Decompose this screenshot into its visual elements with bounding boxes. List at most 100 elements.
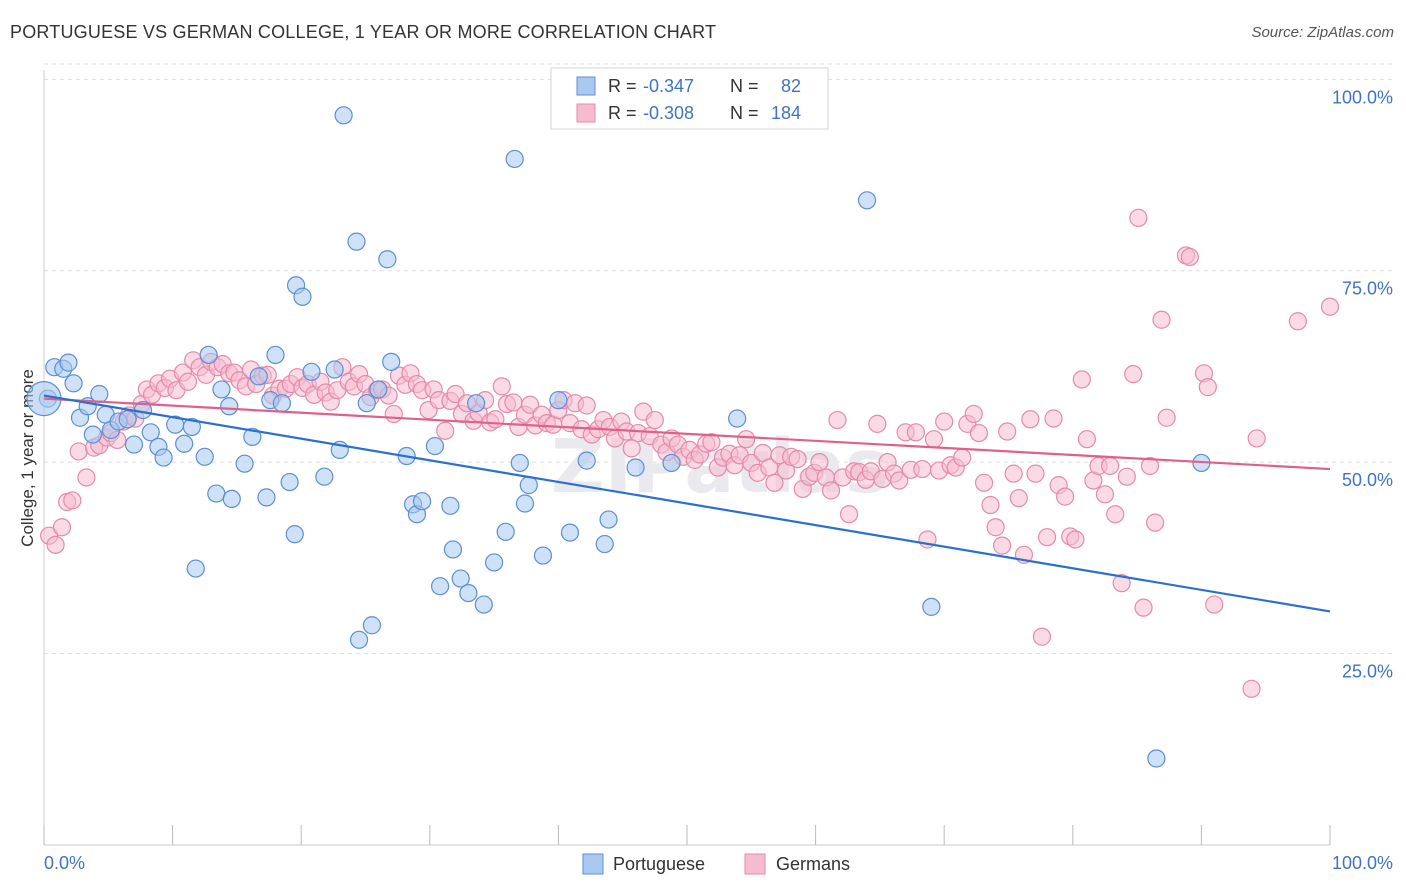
- legend-swatch: [576, 76, 596, 96]
- germans-point: [1157, 408, 1176, 427]
- germans-point: [868, 414, 887, 433]
- portuguese-point: [59, 353, 78, 372]
- germans-point: [969, 423, 989, 443]
- germans-point: [974, 473, 994, 492]
- portuguese-point: [443, 540, 463, 559]
- germans-point: [935, 412, 954, 431]
- germans-point: [702, 433, 721, 452]
- portuguese-point: [195, 447, 214, 466]
- germans-point: [998, 422, 1017, 441]
- legend-n-label: N =: [730, 76, 759, 96]
- series-portuguese-points: [26, 106, 1211, 768]
- portuguese-point: [519, 476, 538, 495]
- germans-point: [384, 404, 403, 424]
- germans-point: [69, 442, 88, 461]
- y-tick-label: 50.0%: [1342, 470, 1393, 490]
- germans-point: [178, 372, 198, 391]
- germans-point: [839, 505, 859, 524]
- germans-point: [63, 491, 82, 510]
- germans-point: [906, 423, 926, 442]
- germans-point: [436, 421, 455, 440]
- germans-point: [981, 495, 1000, 515]
- series-germans-points: [40, 208, 1340, 698]
- trend-lines: [43, 394, 1331, 613]
- germans-point: [1247, 429, 1266, 448]
- legend-swatch: [576, 103, 596, 123]
- germans-point: [1140, 456, 1160, 476]
- portuguese-point: [378, 250, 397, 269]
- legend-r-value: -0.308: [643, 103, 694, 123]
- legend-n-value: 184: [771, 103, 801, 123]
- portuguese-point: [496, 522, 515, 541]
- bottom-legend-label-portuguese: Portuguese: [613, 854, 705, 874]
- germans-point: [1066, 530, 1085, 549]
- germans-point: [1072, 370, 1091, 389]
- tick-labels: 25.0% 50.0% 75.0% 100.0% 0.0% 100.0%: [44, 87, 1393, 873]
- portuguese-point: [533, 546, 553, 565]
- portuguese-point: [1147, 749, 1166, 768]
- germans-point: [1055, 487, 1075, 506]
- germans-point: [1095, 485, 1115, 504]
- germans-point: [788, 449, 807, 469]
- germans-trend-line: [43, 397, 1331, 471]
- legend-r-label: R =: [608, 76, 637, 96]
- germans-point: [1242, 679, 1261, 698]
- portuguese-point: [382, 352, 401, 371]
- germans-point: [1180, 247, 1199, 267]
- bottom-legend: Portuguese Germans: [582, 853, 850, 875]
- germans-point: [828, 410, 847, 430]
- germans-point: [924, 430, 944, 449]
- germans-point: [1124, 365, 1143, 384]
- portuguese-point: [430, 577, 450, 596]
- germans-point: [953, 448, 972, 467]
- portuguese-point: [425, 436, 445, 456]
- legend-r-label: R =: [608, 103, 637, 123]
- germans-point: [1320, 297, 1340, 316]
- germans-point: [577, 396, 596, 415]
- portuguese-point: [357, 394, 376, 413]
- portuguese-point: [266, 345, 285, 365]
- portuguese-point: [249, 367, 268, 386]
- portuguese-point: [474, 595, 493, 614]
- portuguese-point: [626, 458, 645, 477]
- legend-n-value: 82: [781, 76, 801, 96]
- portuguese-point: [451, 569, 470, 588]
- portuguese-point: [466, 394, 486, 413]
- germans-point: [1106, 505, 1125, 524]
- portuguese-point: [595, 534, 614, 554]
- portuguese-point: [235, 454, 254, 473]
- germans-point: [1021, 410, 1040, 429]
- grid-lines: [44, 63, 1392, 655]
- germans-point: [492, 377, 511, 396]
- portuguese-point: [599, 510, 618, 529]
- germans-point: [1205, 595, 1224, 614]
- portuguese-point: [515, 494, 535, 513]
- portuguese-point: [175, 434, 194, 453]
- portuguese-point: [349, 630, 369, 649]
- portuguese-point: [257, 488, 276, 507]
- source-label: Source: ZipAtlas.com: [1251, 24, 1394, 41]
- portuguese-point: [662, 453, 681, 473]
- germans-point: [1044, 409, 1063, 428]
- portuguese-point: [485, 553, 504, 572]
- germans-point: [1100, 456, 1120, 476]
- germans-point: [1129, 208, 1148, 228]
- portuguese-point: [154, 448, 173, 467]
- portuguese-point: [280, 472, 299, 492]
- portuguese-point: [412, 492, 432, 511]
- germans-point: [1004, 464, 1023, 483]
- germans-point: [1198, 378, 1217, 397]
- germans-point: [890, 471, 909, 490]
- portuguese-point: [199, 345, 218, 365]
- germans-point: [1032, 627, 1052, 646]
- germans-point: [77, 468, 96, 487]
- x-tick-label-max: 100.0%: [1332, 853, 1393, 873]
- portuguese-point: [459, 583, 478, 603]
- portuguese-point: [549, 391, 568, 410]
- germans-point: [1146, 513, 1165, 532]
- portuguese-point: [315, 467, 334, 486]
- germans-point: [622, 439, 641, 458]
- y-tick-label: 75.0%: [1342, 279, 1393, 299]
- portuguese-point: [118, 410, 137, 429]
- portuguese-point: [369, 380, 388, 399]
